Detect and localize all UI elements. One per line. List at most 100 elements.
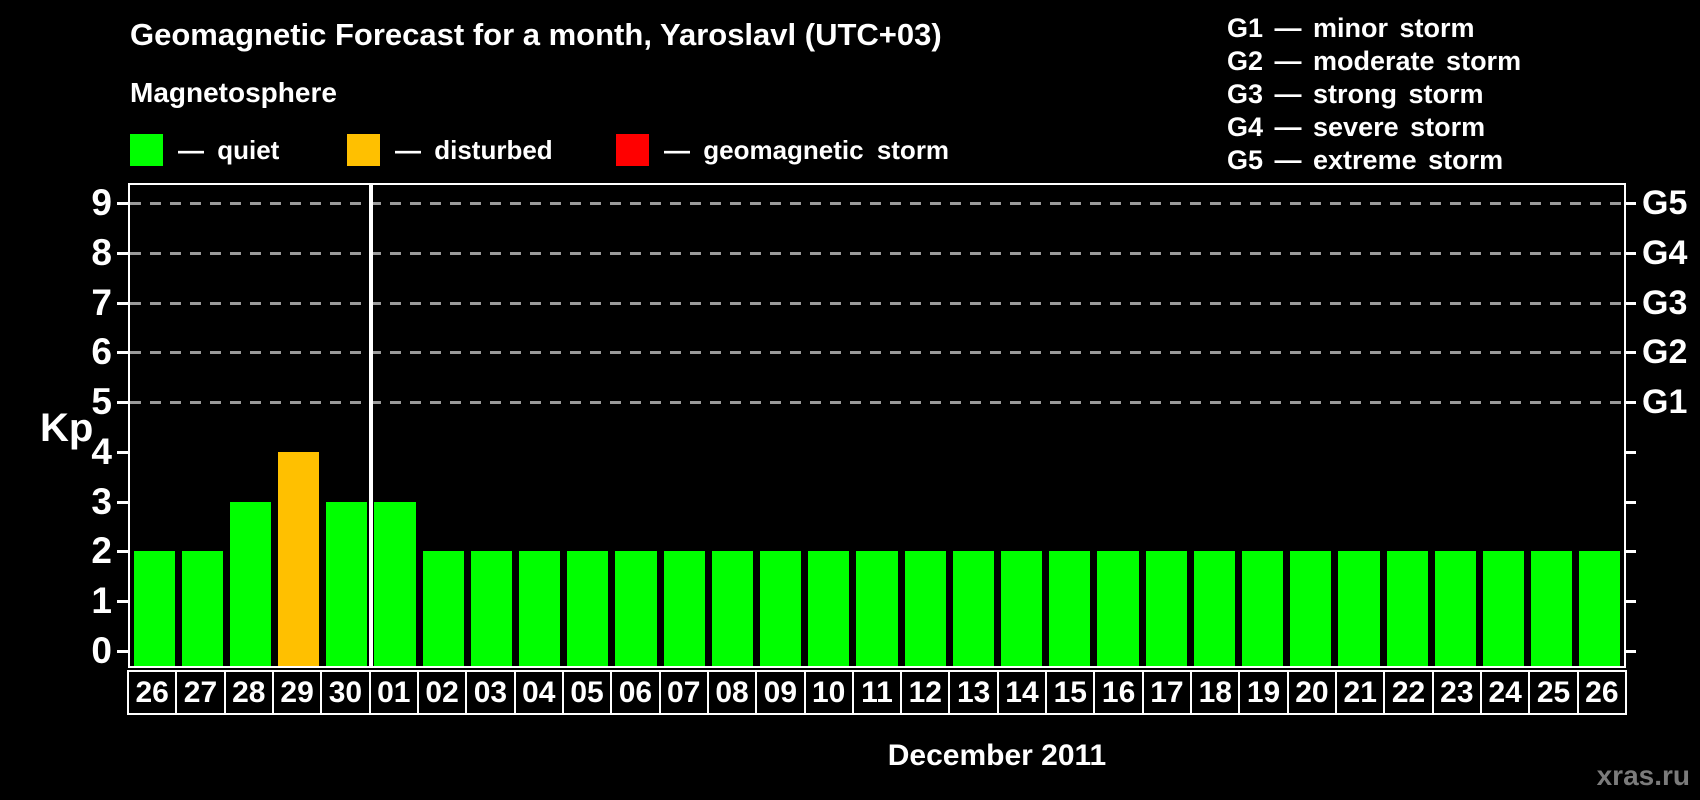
bar-day-25 <box>1531 551 1573 666</box>
bar-day-16 <box>1097 551 1139 666</box>
day-label-14: 10 <box>803 670 854 715</box>
right-tick-kp9 <box>1625 201 1636 205</box>
y-tick-label-1: 1 <box>91 580 112 622</box>
left-tick-kp2 <box>117 550 128 554</box>
bar-day-20 <box>1290 551 1332 666</box>
right-tick-kp5 <box>1625 401 1636 405</box>
right-tick-kp7 <box>1625 301 1636 305</box>
day-label-10: 06 <box>610 670 661 715</box>
storm-scale-line-1: G1 — minor storm <box>1227 13 1475 43</box>
bar-day-23 <box>1434 551 1476 666</box>
left-tick-kp4 <box>117 450 128 454</box>
day-label-28: 24 <box>1480 670 1531 715</box>
left-tick-kp7 <box>117 301 128 305</box>
gridline-kp7 <box>130 301 1624 305</box>
right-tick-kp1 <box>1625 600 1636 604</box>
right-tick-kp0 <box>1625 650 1636 653</box>
y-axis-label: Kp <box>40 406 94 450</box>
storm-swatch-icon <box>616 134 649 166</box>
y-tick-label-4: 4 <box>91 430 112 472</box>
gridline-kp5 <box>130 401 1624 405</box>
day-label-18: 14 <box>996 670 1048 715</box>
bar-day-11 <box>856 551 898 666</box>
day-label-15: 11 <box>851 670 903 715</box>
day-label-17: 13 <box>948 670 999 715</box>
bar-day-03 <box>470 551 513 666</box>
legend-label-quiet: — quiet <box>178 134 280 165</box>
bar-day-26 <box>1579 551 1621 666</box>
left-tick-kp1 <box>117 600 128 604</box>
gridline-kp6 <box>130 351 1624 355</box>
bar-day-22 <box>1386 551 1428 666</box>
legend-label-disturbed: — disturbed <box>395 134 553 165</box>
right-tick-kp8 <box>1625 251 1636 255</box>
left-tick-kp9 <box>117 201 128 205</box>
bar-day-17 <box>1145 551 1187 666</box>
day-label-0: 26 <box>127 670 178 715</box>
bar-day-07 <box>663 551 705 666</box>
plot-area <box>128 183 1626 668</box>
storm-scale-line-4: G4 — severe storm <box>1227 112 1486 142</box>
day-label-16: 12 <box>900 670 951 715</box>
right-axis-label-G2: G2 <box>1642 333 1688 372</box>
y-tick-label-9: 9 <box>91 181 112 223</box>
magnetosphere-label: Magnetosphere <box>130 77 337 108</box>
right-tick-kp4 <box>1625 450 1636 454</box>
gridline-kp9 <box>130 201 1624 205</box>
y-tick-label-6: 6 <box>91 331 112 373</box>
bar-day-18 <box>1193 551 1235 666</box>
left-tick-kp0 <box>117 650 128 653</box>
y-tick-label-8: 8 <box>91 231 112 273</box>
bar-day-27 <box>181 551 223 666</box>
day-label-11: 07 <box>658 670 709 715</box>
bar-day-21 <box>1338 551 1380 666</box>
day-label-26: 22 <box>1383 670 1434 715</box>
day-label-3: 29 <box>271 670 323 715</box>
day-label-5: 01 <box>368 670 419 715</box>
day-label-23: 19 <box>1238 670 1289 715</box>
legend-item-disturbed: — disturbed <box>347 134 553 166</box>
legend-item-quiet: — quiet <box>130 134 279 166</box>
y-tick-label-5: 5 <box>91 381 112 423</box>
gridline-kp8 <box>130 251 1624 255</box>
storm-scale-legend: G1 — minor storm G2 — moderate storm G3 — … <box>1227 12 1521 177</box>
bar-day-29 <box>278 451 320 666</box>
x-axis-month-label: December 2011 <box>887 739 1107 772</box>
day-label-12: 08 <box>706 670 758 715</box>
day-label-9: 05 <box>561 670 613 715</box>
bar-day-09 <box>760 551 802 666</box>
legend-label-storm: — geomagnetic storm <box>664 134 950 165</box>
y-tick-label-2: 2 <box>91 530 112 572</box>
storm-scale-line-2: G2 — moderate storm <box>1227 46 1522 76</box>
bar-day-02 <box>422 551 464 666</box>
bar-day-04 <box>519 551 561 666</box>
day-label-25: 21 <box>1335 670 1386 715</box>
bar-day-24 <box>1482 551 1525 666</box>
bar-day-28 <box>229 501 272 666</box>
bar-day-06 <box>615 551 657 666</box>
day-label-29: 25 <box>1528 670 1579 715</box>
left-tick-kp6 <box>117 351 128 355</box>
bar-day-19 <box>1241 551 1284 666</box>
bar-day-12 <box>904 551 946 666</box>
watermark: xras.ru <box>1596 760 1690 791</box>
y-tick-label-0: 0 <box>91 630 112 671</box>
page-title: Geomagnetic Forecast for a month, Yarosl… <box>130 17 942 52</box>
day-label-8: 04 <box>513 670 564 715</box>
y-tick-label-3: 3 <box>91 480 112 522</box>
bar-day-10 <box>808 551 850 666</box>
day-label-13: 09 <box>755 670 806 715</box>
bar-day-15 <box>1049 551 1091 666</box>
right-tick-kp6 <box>1625 351 1636 355</box>
left-tick-kp5 <box>117 401 128 405</box>
day-label-6: 02 <box>416 670 468 715</box>
left-tick-kp8 <box>117 251 128 255</box>
quiet-swatch-icon <box>130 134 163 166</box>
storm-scale-line-5: G5 — extreme storm <box>1227 145 1504 175</box>
day-label-7: 03 <box>465 670 516 715</box>
bar-day-26 <box>133 551 175 666</box>
bar-day-13 <box>952 551 994 666</box>
disturbed-swatch-icon <box>347 134 380 166</box>
day-label-30: 26 <box>1576 670 1627 715</box>
bar-day-14 <box>1000 551 1043 666</box>
